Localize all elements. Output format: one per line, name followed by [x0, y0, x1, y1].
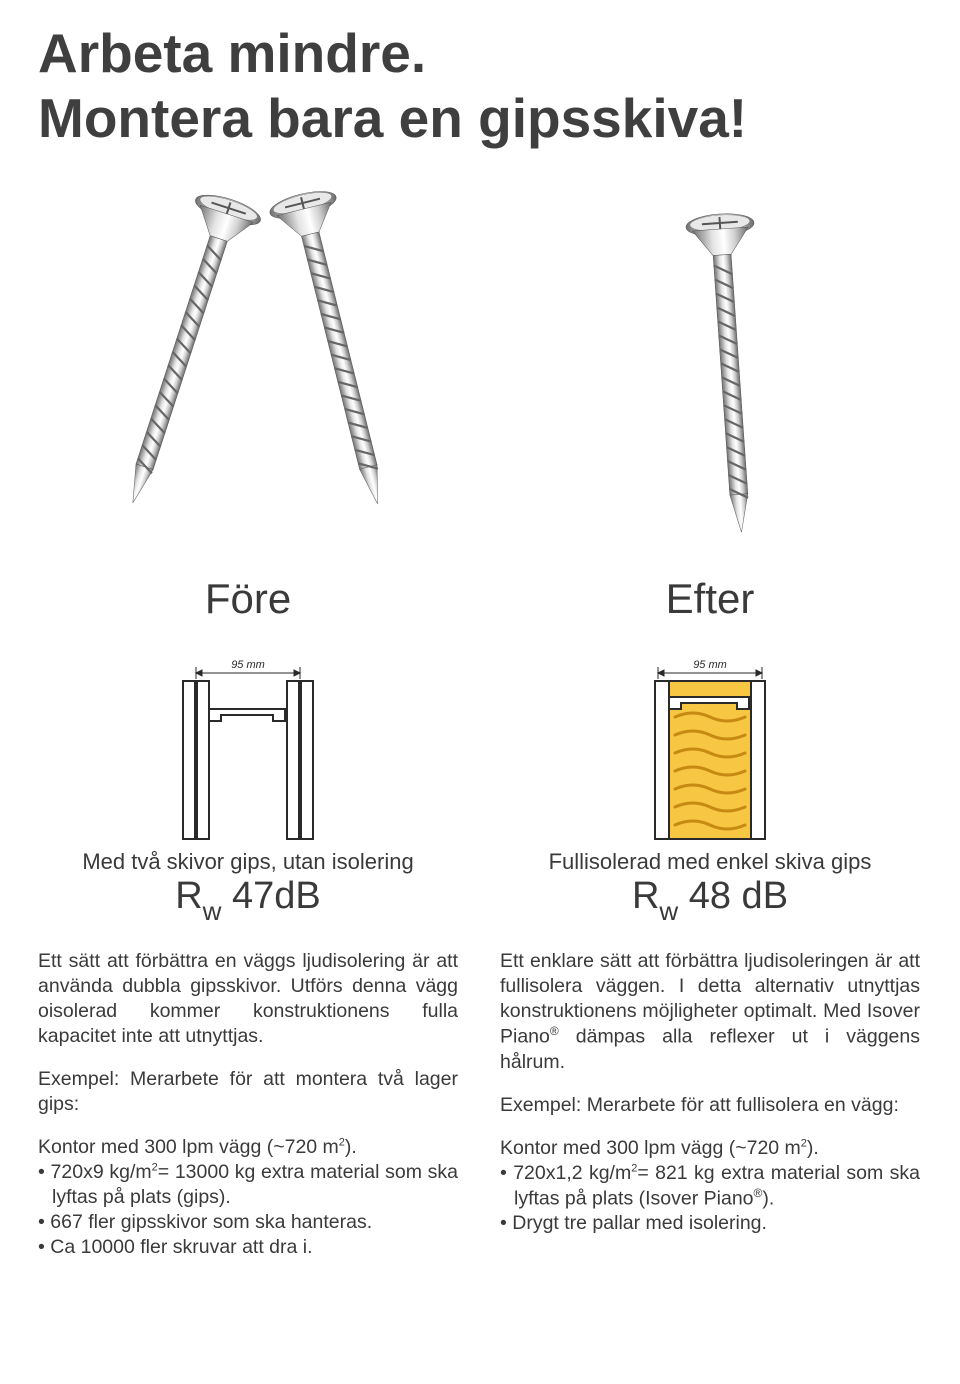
headline-line2: Montera bara en gipsskiva! — [38, 89, 920, 148]
after-column: Efter 95 mm — [500, 155, 920, 1260]
after-example-title: Exempel: Merarbete för att fullisolera e… — [500, 1093, 920, 1118]
before-wall-diagram: 95 mm — [163, 657, 333, 842]
before-example-title: Exempel: Merarbete för att montera två l… — [38, 1067, 458, 1117]
after-bullet-2: Drygt tre pallar med isolering. — [500, 1211, 920, 1236]
after-body: Ett enklare sätt att förbättra ljudisole… — [500, 949, 920, 1236]
after-caption: Fullisolerad med enkel skiva gips — [500, 849, 920, 875]
two-screws-icon — [38, 155, 478, 575]
before-dim-label: 95 mm — [231, 659, 265, 671]
after-rw: Rw 48 dB — [500, 875, 920, 924]
before-office-line: Kontor med 300 lpm vägg (~720 m2). — [38, 1135, 458, 1160]
after-office-line: Kontor med 300 lpm vägg (~720 m2). — [500, 1136, 920, 1161]
after-label: Efter — [500, 575, 920, 623]
after-screw — [500, 155, 920, 575]
before-caption: Med två skivor gips, utan isolering — [38, 849, 458, 875]
before-column: Före 95 mm — [38, 155, 458, 1260]
before-rw: Rw 47dB — [38, 875, 458, 924]
before-bullet-2: 667 fler gipsskivor som ska hanteras. — [38, 1210, 458, 1235]
after-wall-diagram: 95 mm — [625, 657, 795, 842]
after-dim-label: 95 mm — [693, 659, 727, 671]
after-bullet-1: 720x1,2 kg/m2= 821 kg extra material som… — [500, 1161, 920, 1211]
before-bullet-1: 720x9 kg/m2= 13000 kg extra material som… — [38, 1160, 458, 1210]
before-screws — [38, 155, 458, 575]
after-para1: Ett enklare sätt att förbättra ljudisole… — [500, 949, 920, 1074]
one-screw-icon — [500, 155, 940, 575]
headline-line1: Arbeta mindre. — [38, 24, 920, 83]
before-bullet-3: Ca 10000 fler skruvar att dra i. — [38, 1235, 458, 1260]
before-label: Före — [38, 575, 458, 623]
before-body: Ett sätt att förbättra en väggs ljudisol… — [38, 949, 458, 1259]
before-para1: Ett sätt att förbättra en väggs ljudisol… — [38, 949, 458, 1049]
